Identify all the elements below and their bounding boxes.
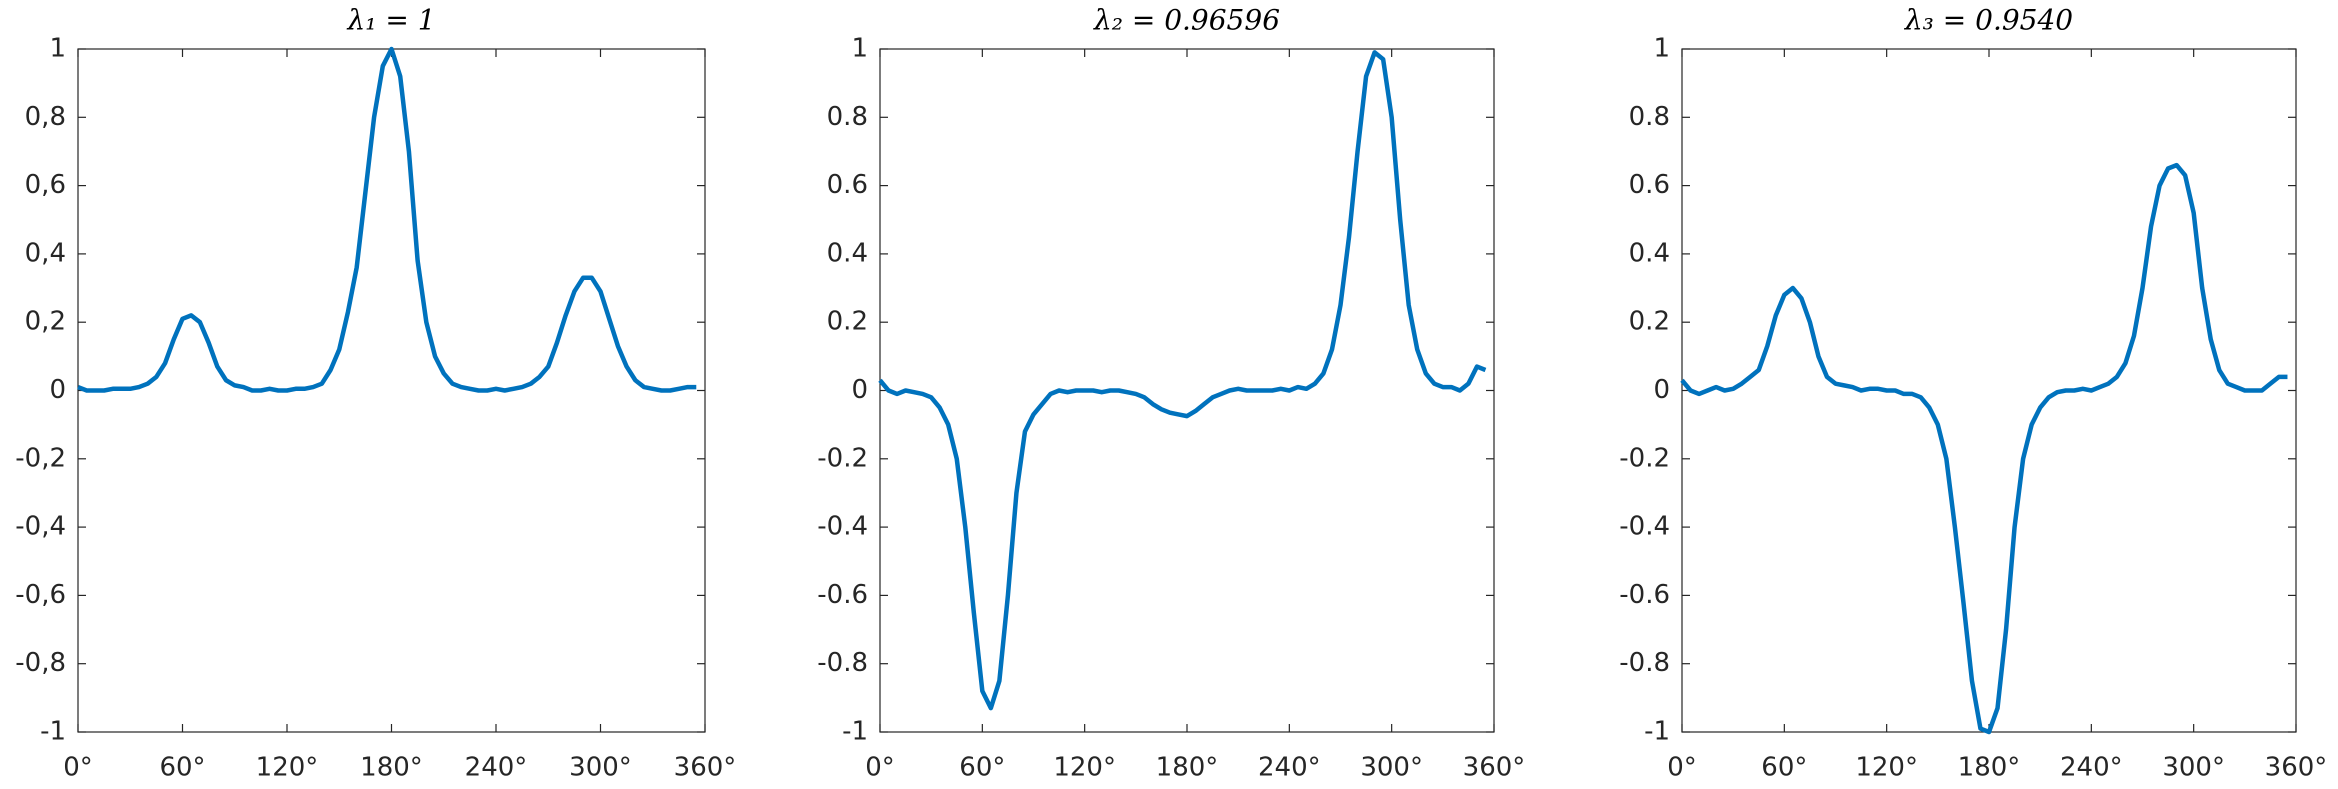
y-tick-label: 0,4 — [25, 238, 66, 268]
y-tick-label: -0.8 — [1619, 648, 1670, 678]
chart-title: λ₃ = 0.9540 — [1904, 4, 2073, 37]
data-line — [77, 46, 697, 393]
y-tick-label: -0.2 — [1619, 443, 1670, 473]
y-tick-label: 0,6 — [25, 170, 66, 200]
plot-area — [1681, 48, 2297, 733]
x-tick-label: 60° — [159, 753, 205, 783]
y-tick-label: 0.6 — [827, 170, 868, 200]
plot-area — [77, 48, 706, 733]
x-tick-label: 240° — [465, 753, 528, 783]
y-tick-label: 0.2 — [1629, 307, 1670, 337]
y-tick-label: 0 — [49, 375, 66, 405]
y-tick-label: -1 — [1644, 717, 1670, 747]
x-tick-label: 60° — [1761, 753, 1807, 783]
y-tick-label: 0.6 — [1629, 170, 1670, 200]
x-tick-label: 180° — [1958, 753, 2021, 783]
x-tick-label: 360° — [2265, 753, 2328, 783]
x-tick-label: 300° — [2162, 753, 2225, 783]
x-tick-label: 0° — [63, 753, 93, 783]
y-tick-label: -0,8 — [15, 648, 66, 678]
y-tick-label: 0.4 — [1629, 238, 1670, 268]
y-tick-label: -0.4 — [1619, 512, 1670, 542]
y-tick-label: 0 — [851, 375, 868, 405]
x-tick-label: 120° — [1855, 753, 1918, 783]
x-tick-label: 0° — [865, 753, 895, 783]
y-tick-label: -0.6 — [817, 580, 868, 610]
y-tick-label: -0.4 — [817, 512, 868, 542]
chart-title: λ₂ = 0.96596 — [1093, 4, 1280, 37]
y-tick-label: 1 — [851, 34, 868, 64]
x-tick-label: 180° — [360, 753, 423, 783]
x-tick-label: 300° — [569, 753, 632, 783]
plot-area — [879, 48, 1495, 733]
data-line — [1680, 162, 2288, 735]
y-tick-label: -0.6 — [1619, 580, 1670, 610]
x-tick-label: 120° — [256, 753, 319, 783]
x-tick-label: 300° — [1360, 753, 1423, 783]
y-tick-label: -0,2 — [15, 443, 66, 473]
y-tick-label: -0.8 — [817, 648, 868, 678]
y-tick-label: -0,4 — [15, 512, 66, 542]
x-tick-label: 240° — [2060, 753, 2123, 783]
y-tick-label: -1 — [40, 717, 66, 747]
data-line — [878, 50, 1487, 711]
x-tick-label: 0° — [1667, 753, 1697, 783]
x-tick-label: 180° — [1156, 753, 1219, 783]
y-tick-label: 1 — [49, 34, 66, 64]
y-tick-label: 1 — [1653, 34, 1670, 64]
x-tick-label: 360° — [1463, 753, 1526, 783]
y-tick-label: 0.8 — [827, 102, 868, 132]
y-tick-label: 0,8 — [25, 102, 66, 132]
y-tick-label: -0,6 — [15, 580, 66, 610]
y-tick-label: 0.4 — [827, 238, 868, 268]
y-tick-label: 0 — [1653, 375, 1670, 405]
x-tick-label: 60° — [959, 753, 1005, 783]
chart-title: λ₁ = 1 — [346, 4, 435, 37]
y-tick-label: -1 — [842, 717, 868, 747]
y-tick-label: 0.2 — [827, 307, 868, 337]
x-tick-label: 360° — [674, 753, 737, 783]
x-tick-label: 120° — [1053, 753, 1116, 783]
y-tick-label: -0.2 — [817, 443, 868, 473]
x-tick-label: 240° — [1258, 753, 1321, 783]
y-tick-label: 0.8 — [1629, 102, 1670, 132]
y-tick-label: 0,2 — [25, 307, 66, 337]
